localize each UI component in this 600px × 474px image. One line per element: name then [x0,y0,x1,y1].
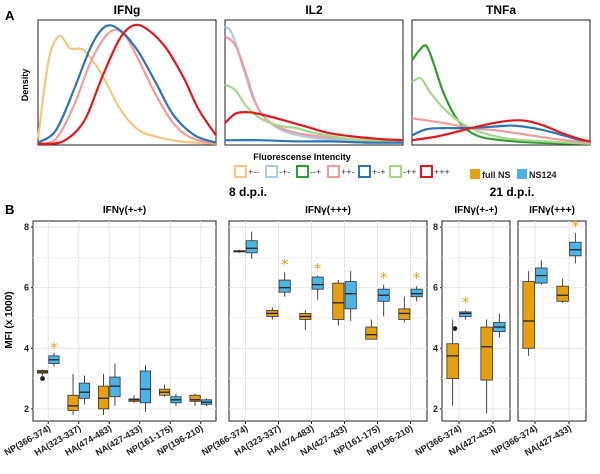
box-panel-0-ytick-label: 2 [24,404,29,414]
box-panel-1-significance-star-1: * [314,260,322,278]
box-panel-3-box-fullns-1 [556,285,569,302]
density-legend-label-0: +-- [248,167,259,177]
box-panel-2-ytick-label: 4 [433,343,438,353]
box-panel-2-title: IFNγ(+-+) [454,205,497,216]
box-panel-0-box-fullns-2 [97,385,110,410]
box-panel-1-box-ns124-5 [410,288,423,298]
legend-label-ns124: NS124 [529,170,557,180]
density-legend-label-1: -+- [279,167,290,177]
group-label-8dpi: 8 d.p.i. [229,185,267,199]
box-panel-2-outlier-0 [452,326,458,331]
panel-a-xlabel: Fluorescense Intencity [253,152,351,162]
density-frame-tnfa [411,19,591,146]
density-legend-label-2: --+ [310,167,321,177]
box-panel-1-title: IFNγ(+++) [305,205,351,216]
box-panel-1-significance-star-3: * [413,269,421,287]
box-panel-0-box-fullns-5 [189,394,201,402]
group-label-21dpi: 21 d.p.i. [490,185,535,199]
box-panel-2-significance-star-0: * [462,293,470,311]
box-panel-2-box-ns124-0 [459,311,472,317]
box-panel-0-ytick-label: 4 [24,343,29,353]
box-panel-2-ytick-label: 6 [433,283,438,293]
box-panel-1-significance-star-2: * [380,269,388,287]
panel-b-letter: B [5,202,14,217]
density-legend-label-3: ++- [341,167,355,177]
box-panel-1-frame [228,220,428,422]
panel-a-letter: A [5,8,15,23]
box-panel-0-title: IFNγ(+-+) [103,205,146,216]
density-line-tnfa-mmp [411,44,591,145]
density-legend-key-0 [234,165,247,178]
box-panel-3-box-ns124-1 [569,241,582,257]
density-legend-key-5 [389,165,402,178]
box-panel-2-ytick-label: 8 [433,222,438,232]
box-panel-0-box-ns124-2 [109,376,121,398]
box-panel-1-box-ns124-0 [245,240,258,254]
density-title-tnfa: TNFa [486,3,516,17]
box-panel-1-significance-star-0: * [281,255,289,273]
density-title-ifng: IFNg [114,3,141,17]
box-panel-1-box-ns124-2 [311,276,324,290]
density-line-ifng-pmp [37,24,217,144]
density-line-tnfa-ppm [411,117,591,144]
density-legend-key-3 [327,165,340,178]
box-panel-0-ytick-label: 8 [24,222,29,232]
density-legend-key-1 [265,165,278,178]
box-panel-0-box-ns124-3 [139,370,152,404]
density-line-tnfa-pmp [411,124,591,143]
box-panel-3-significance-star-0: * [572,218,580,236]
panel-b-ylabel: MFI (x 1000) [4,291,15,348]
density-legend-key-2 [296,165,309,178]
density-legend-label-6: +++ [434,167,450,177]
box-panel-2-box-fullns-0 [446,343,459,379]
box-panel-1-box-fullns-5 [398,308,411,320]
box-panel-2-frame [441,220,511,422]
box-panel-3-title: IFNγ(+++) [529,205,575,216]
density-line-il2-pmp [224,139,404,144]
density-line-tnfa-mpp [411,76,591,145]
box-panel-1-box-ns124-3 [344,281,357,310]
box-panel-1-box-fullns-3 [332,282,345,320]
density-line-il2-mpp [224,83,404,144]
legend-swatch-full-ns [470,169,480,179]
density-line-tnfa-ppp [411,119,591,143]
panel-a-ylabel: Density [20,69,30,102]
legend-swatch-ns124 [517,169,527,179]
box-panel-0-box-fullns-1 [67,394,79,411]
density-frame-il2 [224,19,404,146]
box-panel-2-ytick-label: 2 [433,404,438,414]
box-panel-3-box-fullns-0 [522,281,535,349]
density-legend-label-4: +-+ [372,167,386,177]
density-line-ifng-ppp [37,23,217,145]
density-line-il2-ppp [224,110,404,142]
box-panel-0-significance-star-0: * [50,339,58,357]
box-panel-0-outlier-0 [40,376,45,381]
density-legend-label-5: -++ [403,167,417,177]
box-panel-2-box-fullns-1 [480,326,493,381]
box-panel-0-box-ns124-1 [78,382,91,399]
density-title-il2: IL2 [305,3,323,17]
density-legend-key-4 [358,165,371,178]
legend-label-full-ns: full NS [482,170,511,180]
box-panel-1-box-ns124-1 [278,279,291,293]
box-panel-0-ytick-label: 6 [24,283,29,293]
box-panel-0-frame [32,220,217,422]
box-panel-1-box-fullns-4 [365,326,378,340]
density-legend-key-6 [420,165,433,178]
